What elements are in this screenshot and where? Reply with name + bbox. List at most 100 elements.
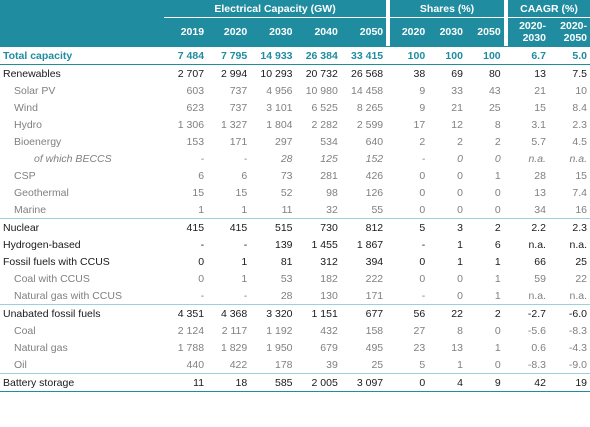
row-label: Marine — [14, 203, 47, 216]
column-gap — [386, 304, 391, 322]
cagr-cell: 66 — [534, 255, 546, 268]
cagr-period-start: 2020- — [519, 20, 546, 32]
capacity-cell: 52 — [280, 186, 293, 199]
cagr-cell: 42 — [507, 373, 549, 392]
table-row: Natural gas with CCUS - - 28 130 171 - 0 1 n.a. n.… — [0, 287, 590, 305]
share-cell: 0 — [457, 203, 463, 216]
capacity-cell: 6 — [198, 169, 205, 182]
table-row: Total capacity 7 484 7 795 14 933 26 384 33 4… — [0, 46, 590, 65]
share-cell: 5 — [419, 358, 426, 371]
row-label: Wind — [14, 101, 38, 114]
capacity-cell: - — [243, 152, 248, 165]
column-gap — [503, 64, 508, 82]
capacity-cell: 139 — [274, 238, 293, 251]
year-header: 2020 — [207, 17, 251, 47]
table-row: Fossil fuels with CCUS 0 1 81 312 394 0 1 1 66 25 — [0, 253, 590, 270]
cagr-cell: 3.1 — [531, 118, 546, 131]
capacity-cell: 6 525 — [311, 101, 338, 114]
capacity-cell: 125 — [320, 152, 338, 165]
share-cell: 43 — [488, 84, 501, 97]
share-cell: 0 — [457, 272, 463, 285]
capacity-cell: 297 — [274, 135, 293, 148]
capacity-cell: 0 — [198, 255, 205, 268]
row-label: Natural gas — [14, 341, 68, 354]
column-gap — [503, 304, 508, 322]
capacity-cell: 32 — [326, 203, 338, 216]
capacity-cell: 737 — [229, 101, 248, 114]
share-cell: 2 — [457, 135, 463, 148]
cagr-cell: 8.4 — [572, 101, 587, 114]
capacity-cell: 6 — [241, 169, 248, 182]
capacity-cell: 812 — [340, 218, 387, 236]
capacity-cell: 11 — [281, 203, 293, 216]
share-cell: 0 — [494, 324, 501, 337]
share-cell: 1 — [457, 238, 463, 251]
share-cell: 13 — [451, 341, 463, 354]
share-cell: 0 — [494, 203, 501, 216]
cagr-cell: 5.0 — [548, 46, 590, 65]
table-row: Natural gas 1 788 1 829 1 950 679 495 23 13 1 0.6… — [0, 339, 590, 356]
capacity-cell: 495 — [365, 341, 384, 354]
share-cell: 0 — [457, 152, 463, 165]
cagr-cell: 28 — [534, 169, 546, 182]
table-row: Hydro 1 306 1 327 1 804 2 282 2 599 17 12 8 3.1 2.… — [0, 116, 590, 133]
capacity-cell: 2 707 — [163, 64, 208, 82]
share-cell: 1 — [457, 255, 463, 268]
cagr-cell: -8.3 — [568, 324, 587, 337]
share-cell: 0 — [457, 289, 463, 302]
share-cell: 0 — [419, 203, 426, 216]
cagr-cell: 13 — [534, 186, 546, 199]
cagr-cell: 10 — [575, 84, 587, 97]
capacity-cell: 2 599 — [356, 118, 384, 131]
capacity-cell: 1 — [241, 255, 248, 268]
capacity-cell: 8 265 — [356, 101, 384, 114]
capacity-cell: 0 — [198, 272, 205, 285]
capacity-cell: 515 — [250, 218, 296, 236]
capacity-cell: - — [200, 289, 205, 302]
capacity-cell: 1 950 — [266, 341, 293, 354]
share-cell: 38 — [390, 64, 429, 82]
cagr-period-header: 2020- 2030 — [507, 17, 549, 47]
capacity-cell: 623 — [186, 101, 205, 114]
capacity-cell: 737 — [229, 84, 248, 97]
capacity-cell: 11 — [163, 373, 208, 392]
capacity-cell: 33 415 — [340, 46, 387, 65]
cagr-cell: 59 — [534, 272, 546, 285]
row-label: Total capacity — [0, 46, 164, 65]
row-label: CSP — [14, 169, 36, 182]
capacity-cell: 1 192 — [266, 324, 293, 337]
capacity-cell: 14 458 — [351, 84, 384, 97]
share-cell: 8 — [457, 324, 463, 337]
row-label: Renewables — [0, 64, 164, 82]
row-label: Hydrogen-based — [3, 238, 81, 251]
cagr-cell: 2.2 — [507, 218, 549, 236]
cagr-cell: 16 — [575, 203, 587, 216]
table-row: Battery storage 11 18 585 2 005 3 097 0 4 9 42 19 — [0, 373, 590, 392]
share-cell: 25 — [488, 101, 501, 114]
cagr-period-end: 2030 — [522, 32, 546, 44]
capacity-cell: 4 368 — [207, 304, 251, 322]
capacity-cell: 3 320 — [250, 304, 296, 322]
table-row: Marine 1 1 11 32 55 0 0 0 34 16 — [0, 201, 590, 219]
capacity-cell: 4 351 — [163, 304, 208, 322]
row-label: Nuclear — [0, 218, 164, 236]
capacity-cell: 1 — [241, 272, 248, 285]
share-year-header: 2020 — [390, 17, 429, 47]
row-label: Battery storage — [0, 373, 164, 392]
year-header: 2030 — [250, 17, 296, 47]
capacity-cell: 440 — [186, 358, 205, 371]
share-cell: 100 — [390, 46, 429, 65]
capacity-cell: 1 788 — [177, 341, 205, 354]
row-label: Hydro — [14, 118, 43, 131]
cagr-cell: n.a. — [569, 152, 587, 165]
capacity-cell: 603 — [186, 84, 205, 97]
cagr-cell: n.a. — [528, 152, 546, 165]
capacity-cell: 1 804 — [266, 118, 293, 131]
capacity-cell: 171 — [229, 135, 248, 148]
capacity-cell: 3 097 — [340, 373, 387, 392]
capacity-cell: 39 — [326, 358, 338, 371]
cagr-cell: 34 — [534, 203, 546, 216]
capacity-cell: 10 293 — [250, 64, 296, 82]
capacity-cell: 1 327 — [220, 118, 248, 131]
share-cell: 9 — [465, 373, 504, 392]
